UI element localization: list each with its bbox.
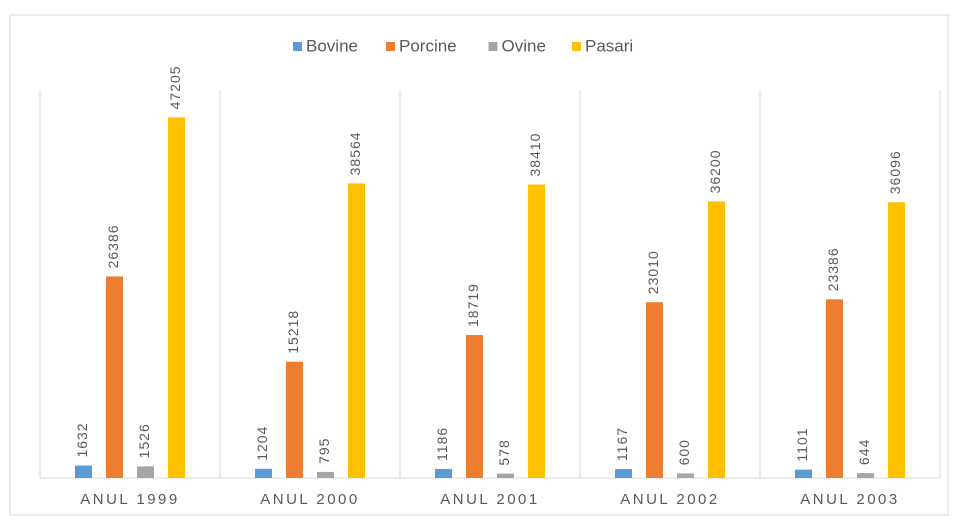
bar [528, 184, 545, 478]
legend-swatch [386, 42, 395, 51]
data-label: 23010 [645, 250, 661, 294]
bar [795, 469, 812, 478]
bar [646, 302, 663, 478]
bar [286, 361, 303, 478]
bar [348, 183, 365, 478]
data-label: 1632 [74, 422, 90, 457]
data-label: 23386 [825, 247, 841, 291]
data-label: 1101 [794, 427, 810, 461]
bar [857, 473, 874, 478]
data-label: 36096 [887, 150, 903, 194]
data-label: 47205 [167, 65, 183, 109]
bar [75, 465, 92, 478]
legend-swatch [572, 42, 581, 51]
legend-swatch [488, 42, 498, 51]
data-label: 15218 [285, 310, 301, 354]
data-label: 1204 [254, 426, 270, 461]
bar [317, 471, 334, 478]
x-tick-label: ANUL 2000 [260, 491, 360, 508]
x-tick-label: ANUL 2003 [800, 491, 900, 508]
legend-label: Porcine [399, 36, 457, 55]
data-label: 38410 [527, 133, 543, 177]
data-label: 795 [316, 438, 332, 464]
data-label: 36200 [707, 149, 723, 193]
data-label: 1526 [136, 423, 152, 458]
bar [137, 466, 154, 478]
data-label: 1167 [614, 427, 630, 461]
legend-label: Bovine [306, 36, 358, 55]
bar [255, 468, 272, 478]
data-label: 18719 [465, 283, 481, 327]
bar [888, 202, 905, 478]
data-label: 26386 [105, 224, 121, 268]
data-label: 1186 [434, 427, 450, 461]
legend-swatch [293, 42, 302, 51]
bar [497, 473, 514, 478]
bar [615, 469, 632, 478]
bar [168, 117, 185, 479]
legend-label: Pasari [585, 36, 633, 55]
data-label: 578 [496, 439, 512, 465]
bar [708, 201, 725, 478]
x-tick-label: ANUL 2002 [620, 491, 720, 508]
data-label: 38564 [347, 131, 363, 175]
bar [106, 276, 123, 478]
bar [826, 299, 843, 478]
bar [466, 334, 483, 478]
x-tick-label: ANUL 1999 [80, 491, 180, 508]
legend-label: Ovine [502, 36, 546, 55]
x-tick-label: ANUL 2001 [440, 491, 540, 508]
bar [677, 473, 694, 478]
bar [435, 468, 452, 478]
data-label: 600 [676, 439, 692, 465]
data-label: 644 [856, 439, 872, 465]
